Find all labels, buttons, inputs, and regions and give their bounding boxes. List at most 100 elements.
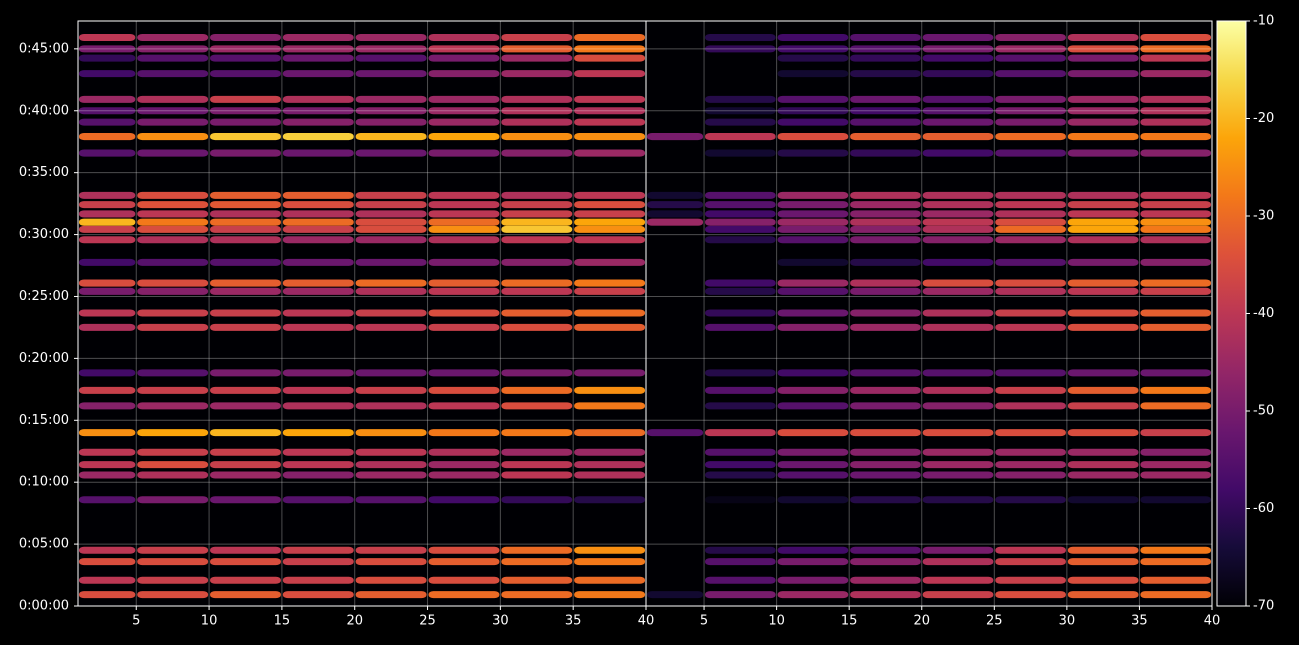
cell bbox=[1140, 309, 1211, 317]
cell bbox=[210, 309, 281, 317]
cell bbox=[428, 287, 500, 295]
cell bbox=[501, 576, 573, 584]
cell bbox=[995, 258, 1066, 266]
cell bbox=[922, 201, 994, 209]
cell bbox=[428, 576, 500, 584]
cell bbox=[501, 287, 573, 295]
cell bbox=[647, 309, 704, 317]
cell bbox=[647, 576, 704, 584]
cell bbox=[137, 402, 209, 410]
colorbar-tick-label: -20 bbox=[1253, 111, 1274, 126]
cell bbox=[574, 118, 645, 126]
cell bbox=[777, 236, 849, 244]
cell bbox=[79, 107, 136, 115]
cell bbox=[574, 287, 645, 295]
cell bbox=[574, 323, 645, 331]
cell bbox=[1067, 309, 1139, 317]
cell bbox=[79, 429, 136, 437]
cell bbox=[647, 210, 704, 218]
cell bbox=[1140, 225, 1211, 233]
cell bbox=[705, 279, 776, 287]
cell bbox=[210, 386, 281, 394]
cell bbox=[574, 558, 645, 566]
cell bbox=[137, 546, 209, 554]
cell bbox=[705, 95, 776, 103]
cell bbox=[995, 225, 1066, 233]
cell bbox=[574, 429, 645, 437]
cell bbox=[428, 70, 500, 78]
cell bbox=[995, 95, 1066, 103]
cell bbox=[574, 236, 645, 244]
cell bbox=[79, 369, 136, 377]
x-tick-label: 25 bbox=[419, 614, 436, 629]
cell bbox=[282, 429, 354, 437]
cell bbox=[501, 149, 573, 157]
cell bbox=[922, 70, 994, 78]
cell bbox=[777, 70, 849, 78]
cell bbox=[574, 461, 645, 469]
cell bbox=[995, 149, 1066, 157]
cell bbox=[647, 201, 704, 209]
cell bbox=[777, 402, 849, 410]
cell bbox=[79, 309, 136, 317]
cell bbox=[428, 279, 500, 287]
cell bbox=[850, 34, 921, 42]
cell bbox=[355, 218, 427, 226]
cell bbox=[777, 201, 849, 209]
cell bbox=[428, 258, 500, 266]
cell bbox=[705, 118, 776, 126]
cell bbox=[850, 429, 921, 437]
cell bbox=[777, 546, 849, 554]
cell bbox=[647, 133, 704, 141]
cell bbox=[922, 309, 994, 317]
cell bbox=[137, 45, 209, 53]
cell bbox=[501, 496, 573, 504]
cell bbox=[1067, 591, 1139, 599]
cell bbox=[355, 287, 427, 295]
cell bbox=[1067, 461, 1139, 469]
cell bbox=[1140, 258, 1211, 266]
cell bbox=[850, 496, 921, 504]
cell bbox=[922, 287, 994, 295]
cell bbox=[777, 258, 849, 266]
cell bbox=[647, 546, 704, 554]
cell bbox=[282, 34, 354, 42]
cell bbox=[1140, 149, 1211, 157]
cell bbox=[850, 461, 921, 469]
cell bbox=[501, 461, 573, 469]
cell bbox=[574, 95, 645, 103]
cell bbox=[705, 402, 776, 410]
cell bbox=[995, 279, 1066, 287]
cell bbox=[79, 133, 136, 141]
cell bbox=[1140, 191, 1211, 199]
cell bbox=[922, 323, 994, 331]
cell bbox=[428, 45, 500, 53]
cell bbox=[282, 107, 354, 115]
cell bbox=[922, 45, 994, 53]
cell bbox=[355, 386, 427, 394]
cell bbox=[501, 70, 573, 78]
cell bbox=[428, 34, 500, 42]
cell bbox=[428, 218, 500, 226]
cell bbox=[428, 558, 500, 566]
cell bbox=[995, 369, 1066, 377]
cell bbox=[79, 54, 136, 62]
cell bbox=[428, 191, 500, 199]
cell bbox=[137, 576, 209, 584]
cell bbox=[777, 461, 849, 469]
cell bbox=[705, 225, 776, 233]
cell bbox=[777, 448, 849, 456]
cell bbox=[1067, 546, 1139, 554]
cell bbox=[705, 591, 776, 599]
cell bbox=[1140, 118, 1211, 126]
cell bbox=[355, 201, 427, 209]
cell bbox=[79, 34, 136, 42]
cell bbox=[705, 133, 776, 141]
cell bbox=[995, 323, 1066, 331]
cell bbox=[647, 45, 704, 53]
y-tick-label: 0:00:00 bbox=[19, 599, 69, 614]
cell bbox=[705, 191, 776, 199]
cell bbox=[705, 107, 776, 115]
cell bbox=[777, 323, 849, 331]
